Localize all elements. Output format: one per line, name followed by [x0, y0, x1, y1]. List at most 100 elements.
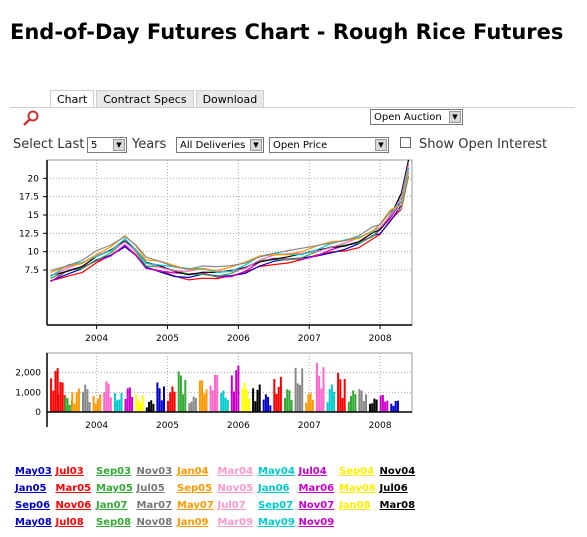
- volume-bar: [71, 392, 74, 412]
- volume-bar: [73, 403, 76, 412]
- legend-item-may08[interactable]: May08: [15, 517, 52, 528]
- volume-bar: [279, 376, 282, 412]
- legend-item-jan06[interactable]: Jan06: [258, 483, 290, 494]
- legend-item-jul03[interactable]: Jul03: [55, 466, 84, 477]
- volume-bar: [160, 400, 163, 412]
- price-series-line: [50, 167, 410, 283]
- legend-item-sep07[interactable]: Sep07: [258, 500, 294, 511]
- select-last-label: Select Last: [13, 137, 85, 152]
- show-open-interest-label: Show Open Interest: [419, 137, 548, 152]
- legend-item-nov05[interactable]: Nov05: [217, 483, 254, 494]
- volume-bar: [190, 401, 193, 412]
- legend-item-jul04[interactable]: Jul04: [298, 466, 327, 477]
- legend-item-jan08[interactable]: Jan08: [339, 500, 371, 511]
- legend-item-mar05[interactable]: Mar05: [55, 483, 92, 494]
- volume-bar: [275, 393, 278, 412]
- open-auction-select[interactable]: Open Auction ▼: [370, 109, 463, 125]
- chevron-down-icon: ▼: [449, 111, 461, 123]
- legend-item-may07[interactable]: May07: [177, 500, 214, 511]
- volume-bar: [358, 389, 361, 412]
- legend-item-mar04[interactable]: Mar04: [217, 466, 254, 477]
- volume-bar: [94, 403, 97, 412]
- volume-bar: [113, 393, 116, 412]
- volume-bar: [235, 370, 238, 412]
- legend-item-mar09[interactable]: Mar09: [217, 517, 254, 528]
- volume-bar: [220, 393, 223, 412]
- volume-bar: [222, 390, 225, 412]
- volume-bar: [198, 380, 201, 412]
- volume-bar: [173, 391, 176, 412]
- volume-bar: [330, 384, 333, 412]
- volume-bar: [384, 401, 387, 412]
- volume-bar: [205, 389, 208, 412]
- legend-item-nov06[interactable]: Nov06: [55, 500, 92, 511]
- volume-bar: [124, 399, 127, 412]
- volume-bar: [188, 403, 191, 412]
- plot-area: [46, 159, 413, 326]
- legend-item-nov03[interactable]: Nov03: [136, 466, 173, 477]
- volume-bar: [50, 378, 53, 412]
- legend-item-mar06[interactable]: Mar06: [298, 483, 335, 494]
- volume-bar: [116, 400, 119, 412]
- legend-item-mar08[interactable]: Mar08: [379, 500, 416, 511]
- legend-item-jul08[interactable]: Jul08: [55, 517, 84, 528]
- volume-bar: [141, 395, 144, 412]
- volume-bar: [107, 383, 110, 412]
- volume-bar: [386, 400, 389, 412]
- legend-item-may05[interactable]: May05: [96, 483, 133, 494]
- volume-bar: [273, 379, 276, 412]
- volume-x-tick-label: 2008: [369, 421, 392, 431]
- price-value: Open Price: [273, 140, 328, 151]
- volume-bar: [61, 382, 64, 412]
- legend-item-mar07[interactable]: Mar07: [136, 500, 173, 511]
- volume-bar: [288, 390, 291, 412]
- volume-bar: [392, 405, 395, 412]
- y-tick-label: 12.5: [19, 229, 39, 239]
- volume-bar: [158, 388, 161, 412]
- x-tick-label: 2008: [369, 334, 392, 344]
- tab-chart[interactable]: Chart: [50, 90, 95, 108]
- volume-bar: [137, 399, 140, 412]
- legend-item-nov04[interactable]: Nov04: [379, 466, 416, 477]
- legend-item-jan09[interactable]: Jan09: [177, 517, 209, 528]
- legend-item-nov07[interactable]: Nov07: [298, 500, 335, 511]
- y-tick-label: 20: [28, 174, 40, 184]
- tab-download[interactable]: Download: [195, 90, 265, 108]
- legend-item-jul05[interactable]: Jul05: [136, 483, 165, 494]
- legend-item-may09[interactable]: May09: [258, 517, 295, 528]
- legend-item-sep06[interactable]: Sep06: [15, 500, 51, 511]
- zoom-icon[interactable]: [22, 110, 40, 128]
- legend-item-may03[interactable]: May03: [15, 466, 52, 477]
- years-select[interactable]: 5 ▼: [87, 137, 127, 153]
- legend-item-jul06[interactable]: Jul06: [379, 483, 408, 494]
- legend-item-jan04[interactable]: Jan04: [177, 466, 209, 477]
- volume-bar: [209, 385, 212, 412]
- legend-item-may06[interactable]: May06: [339, 483, 376, 494]
- legend-item-sep08[interactable]: Sep08: [96, 517, 132, 528]
- price-select[interactable]: Open Price ▼: [269, 137, 389, 153]
- x-tick-label: 2005: [156, 334, 179, 344]
- volume-bar: [264, 394, 267, 412]
- chevron-down-icon: ▼: [375, 139, 387, 151]
- years-label: Years: [132, 137, 167, 152]
- legend-item-sep05[interactable]: Sep05: [177, 483, 213, 494]
- volume-bar: [226, 399, 229, 412]
- legend-item-jul07[interactable]: Jul07: [217, 500, 246, 511]
- legend-item-jan07[interactable]: Jan07: [96, 500, 128, 511]
- legend-item-nov09[interactable]: Nov09: [298, 517, 335, 528]
- volume-bar: [64, 396, 67, 412]
- tab-contract-specs[interactable]: Contract Specs: [96, 90, 194, 108]
- show-open-interest-checkbox[interactable]: [400, 137, 411, 148]
- volume-bar: [82, 391, 84, 412]
- years-value: 5: [91, 140, 98, 151]
- legend-item-nov08[interactable]: Nov08: [136, 517, 173, 528]
- tab-bar: Chart Contract Specs Download: [50, 90, 266, 108]
- volume-bar: [362, 401, 365, 412]
- legend-item-may04[interactable]: May04: [258, 466, 295, 477]
- legend-item-jan05[interactable]: Jan05: [15, 483, 47, 494]
- volume-bar: [381, 395, 384, 412]
- legend-item-sep04[interactable]: Sep04: [339, 466, 375, 477]
- volume-bar: [354, 394, 357, 412]
- deliveries-select[interactable]: All Deliveries ▼: [176, 137, 264, 153]
- legend-item-sep03[interactable]: Sep03: [96, 466, 132, 477]
